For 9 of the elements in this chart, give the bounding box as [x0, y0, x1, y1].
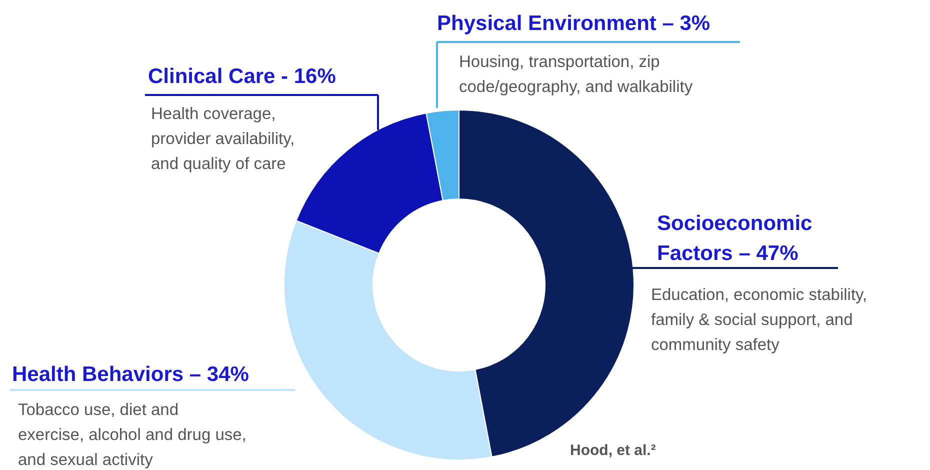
text: Tobacco use, diet and exercise, alcohol and drug use, and sexual activity: [18, 401, 246, 469]
text: Hood, et al.²: [570, 442, 656, 459]
slice-label: Socioeconomic Factors – 47%: [657, 212, 813, 265]
text: Health coverage, provider availability, and quality of care: [151, 105, 295, 173]
slice-label: Clinical Care - 16%: [148, 65, 336, 88]
slice-label: Physical Environment – 3%: [437, 12, 710, 35]
text: Housing, transportation, zip code/geography, and walkability: [459, 53, 694, 96]
slice-label: Health Behaviors – 34%: [12, 363, 250, 386]
text: Education, economic stability, family & social support, and community safety: [651, 286, 868, 354]
